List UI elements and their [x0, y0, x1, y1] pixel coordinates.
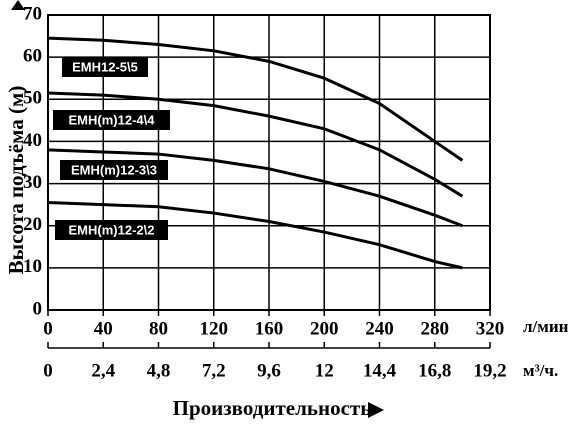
x2-tick-label: 4,8 [147, 360, 171, 381]
legend-label: EMH12-5\5 [72, 59, 138, 74]
x-tick-label: 320 [476, 318, 505, 339]
x2-unit: м³/ч. [523, 361, 558, 380]
curve [47, 201, 463, 270]
x-arrow [368, 402, 384, 418]
legend-box [53, 110, 170, 130]
x-tick-label: 240 [365, 318, 394, 339]
curve [47, 36, 464, 162]
x-tick-label: 160 [255, 318, 284, 339]
x-axis-title: Производительность [173, 396, 372, 420]
legend-box [55, 220, 168, 240]
legend-box [62, 57, 148, 77]
x-tick-label: 280 [421, 318, 450, 339]
y-tick-label: 30 [23, 172, 42, 193]
x2-tick-label: 9,6 [257, 360, 281, 381]
x2-tick-label: 7,2 [202, 360, 226, 381]
x2-tick-label: 2,4 [91, 360, 115, 381]
x2-tick-label: 16,8 [418, 360, 451, 381]
x-tick-label: 200 [310, 318, 339, 339]
y-tick-label: 0 [33, 298, 43, 319]
x-unit: л/мин. [523, 317, 569, 336]
curve [47, 148, 463, 228]
x-tick-label: 0 [43, 318, 53, 339]
x2-tick-label: 12 [315, 360, 334, 381]
x-tick-label: 120 [200, 318, 229, 339]
legend-label: EMH(m)12-4\4 [69, 112, 156, 127]
y-tick-label: 70 [23, 3, 42, 24]
y-axis-title: Высота подъёма (м) [4, 86, 28, 275]
curve [47, 91, 464, 198]
x-tick-label: 80 [149, 318, 168, 339]
plot-frame [47, 14, 491, 311]
y-tick-label: 10 [23, 256, 42, 277]
y-tick-label: 50 [23, 88, 42, 109]
legend-label: EMH(m)12-2\2 [69, 222, 155, 237]
y-arrow [11, 0, 25, 10]
y-tick-label: 40 [23, 130, 42, 151]
x2-tick-label: 0 [43, 360, 53, 381]
legend-label: EMH(m)12-3\3 [71, 162, 157, 177]
x2-tick-label: 19,2 [473, 360, 506, 381]
x2-tick-label: 14,4 [363, 360, 397, 381]
legend-box [60, 160, 168, 180]
x-tick-label: 40 [94, 318, 113, 339]
y-tick-label: 20 [23, 214, 42, 235]
y-tick-label: 60 [23, 46, 42, 67]
